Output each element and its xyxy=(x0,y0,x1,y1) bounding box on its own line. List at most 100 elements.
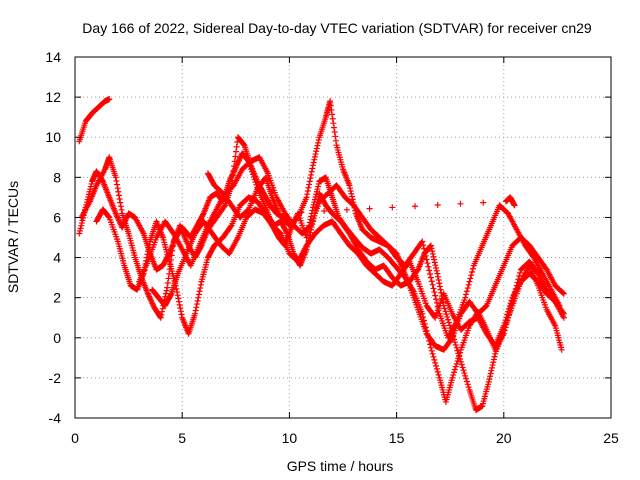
data-point xyxy=(309,165,316,172)
data-point xyxy=(463,375,470,382)
data-point xyxy=(118,206,125,213)
data-point xyxy=(435,277,442,284)
data-point xyxy=(115,188,122,195)
data-point xyxy=(304,191,311,198)
data-point xyxy=(430,353,437,360)
data-point xyxy=(168,252,175,259)
data-point xyxy=(458,361,465,368)
data-point xyxy=(310,159,317,166)
data-point xyxy=(175,298,182,305)
data-point xyxy=(330,124,337,131)
data-point xyxy=(434,368,441,375)
data-point xyxy=(467,275,474,282)
data-point xyxy=(233,148,240,155)
data-point xyxy=(298,209,305,216)
data-point xyxy=(468,272,475,279)
data-point xyxy=(451,339,458,346)
data-point xyxy=(389,204,396,211)
data-point xyxy=(221,203,228,210)
data-point xyxy=(560,290,567,297)
data-point xyxy=(516,273,523,280)
data-point xyxy=(145,244,152,251)
data-point xyxy=(465,384,472,391)
data-point xyxy=(329,111,336,118)
data-point xyxy=(462,294,469,301)
data-point xyxy=(425,263,432,270)
data-point xyxy=(430,253,437,260)
data-point xyxy=(463,288,470,295)
data-point xyxy=(491,353,498,360)
data-point xyxy=(559,309,566,316)
data-point xyxy=(347,187,354,194)
data-point xyxy=(459,364,466,371)
y-axis-title: SDTVAR / TECUs xyxy=(5,181,21,293)
data-point xyxy=(192,310,199,317)
data-point xyxy=(348,190,355,197)
axis-ticks xyxy=(74,56,612,419)
data-series-group xyxy=(76,96,567,413)
data-point xyxy=(490,356,497,363)
data-point xyxy=(443,311,450,318)
data-point xyxy=(307,229,314,236)
data-point xyxy=(441,305,448,312)
data-point xyxy=(445,319,452,326)
data-point xyxy=(505,308,512,315)
data-point xyxy=(231,158,238,165)
data-point xyxy=(451,336,458,343)
data-point xyxy=(558,346,565,353)
data-point xyxy=(307,175,314,182)
data-point xyxy=(328,106,335,113)
y-tick-labels: -4 -2 0 2 4 6 8 10 12 14 xyxy=(45,49,61,426)
data-point xyxy=(424,260,431,267)
data-point xyxy=(426,267,433,274)
x-tick-label: 20 xyxy=(496,430,512,446)
data-point xyxy=(457,358,464,365)
data-point xyxy=(163,287,170,294)
data-point xyxy=(437,286,444,293)
data-point xyxy=(114,185,121,192)
data-point xyxy=(349,193,356,200)
data-point xyxy=(321,208,328,215)
data-point xyxy=(227,223,234,230)
data-point xyxy=(78,220,85,227)
data-point xyxy=(88,180,95,187)
data-point xyxy=(421,249,428,256)
data-point xyxy=(431,259,438,266)
x-tick-label: 5 xyxy=(178,430,186,446)
data-point xyxy=(464,381,471,388)
x-tick-label: 0 xyxy=(71,430,79,446)
data-point xyxy=(431,256,438,263)
data-point xyxy=(487,373,494,380)
data-point xyxy=(309,162,316,169)
data-point xyxy=(78,222,85,229)
data-point xyxy=(315,137,322,144)
data-point xyxy=(504,311,511,318)
data-point xyxy=(433,365,440,372)
data-point xyxy=(112,174,119,181)
data-point xyxy=(451,369,458,376)
data-point xyxy=(469,268,476,275)
data-point xyxy=(446,322,453,329)
data-point xyxy=(432,359,439,366)
data-point xyxy=(452,341,459,348)
data-point xyxy=(177,305,184,312)
y-tick-label: -4 xyxy=(49,410,62,426)
data-point xyxy=(433,296,440,303)
data-point xyxy=(313,145,320,152)
data-point xyxy=(466,278,473,285)
data-point xyxy=(560,310,567,317)
x-tick-labels: 0 5 10 15 20 25 xyxy=(71,430,619,446)
series-track-6 xyxy=(149,206,567,349)
data-point xyxy=(427,271,434,278)
x-tick-label: 10 xyxy=(282,430,298,446)
data-point xyxy=(315,139,322,146)
data-point xyxy=(283,229,290,236)
data-point xyxy=(113,177,120,184)
data-point xyxy=(489,362,496,369)
data-point xyxy=(230,167,237,174)
data-point xyxy=(116,195,123,202)
data-point xyxy=(193,301,200,308)
data-point xyxy=(233,143,240,150)
plot-frame xyxy=(74,56,612,419)
data-point xyxy=(117,203,124,210)
